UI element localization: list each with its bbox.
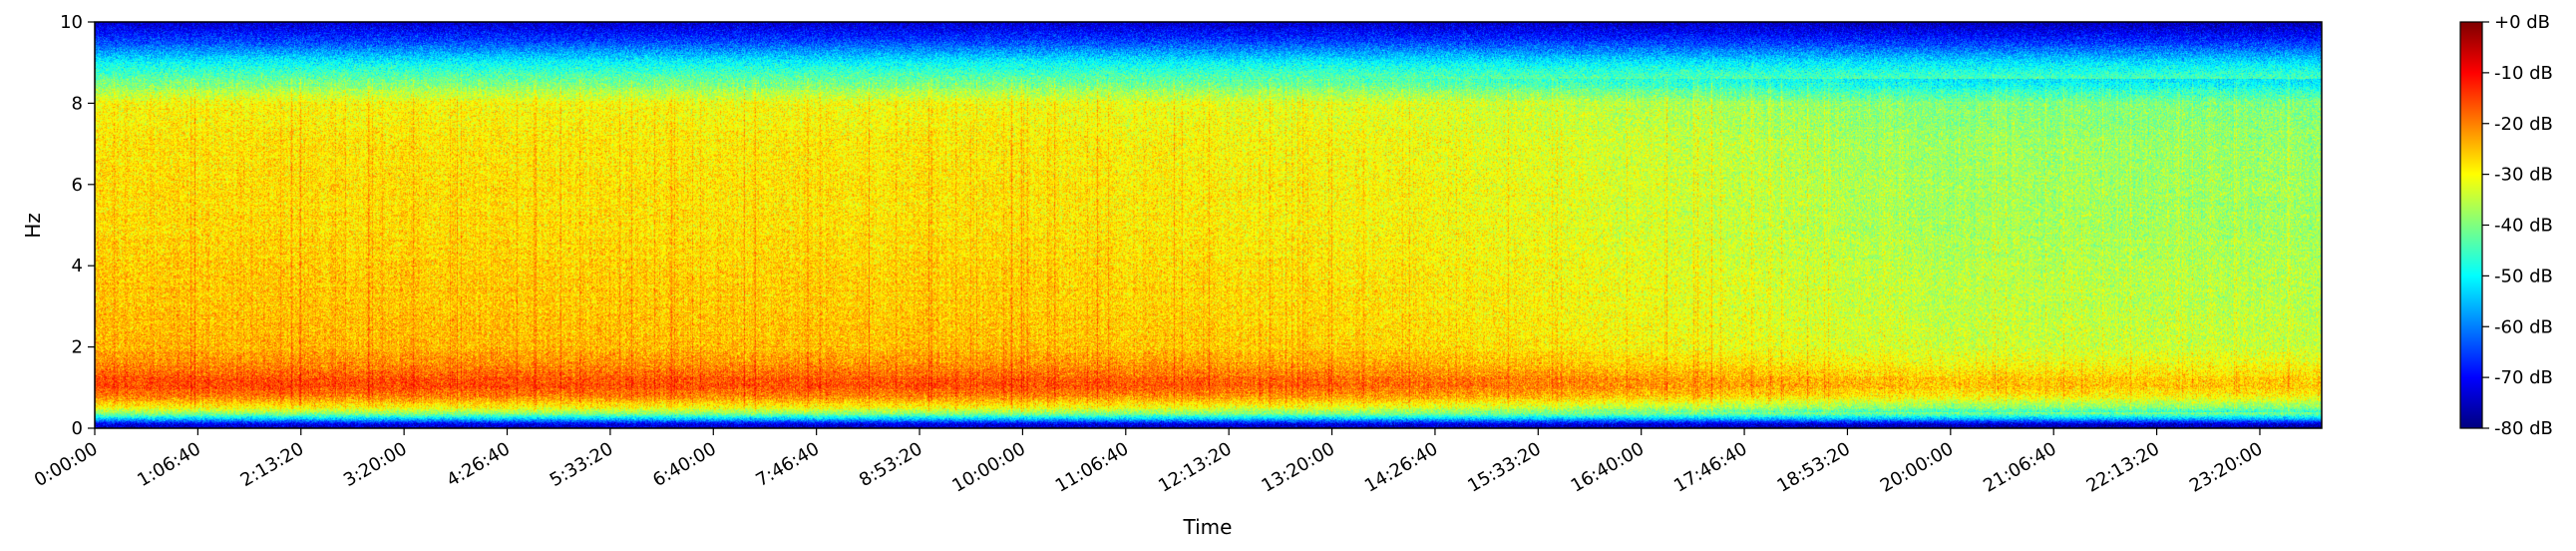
- y-tick-label: 0: [72, 418, 83, 439]
- x-axis-label: Time: [1183, 515, 1233, 539]
- plot-frame: [94, 21, 2323, 429]
- y-tick-label: 2: [72, 337, 83, 358]
- x-tick-label: 21:06:40: [1980, 438, 2060, 497]
- x-tick-label: 13:20:00: [1259, 438, 1339, 497]
- x-tick-label: 18:53:20: [1773, 438, 1854, 497]
- colorbar-tick-label: -60 dB: [2494, 316, 2553, 337]
- colorbar-tick-label: -20 dB: [2494, 114, 2553, 135]
- x-tick-label: 17:46:40: [1670, 438, 1751, 497]
- x-tick-label: 23:20:00: [2186, 438, 2267, 497]
- x-tick-label: 22:13:20: [2083, 438, 2164, 497]
- colorbar-tick-label: -50 dB: [2494, 266, 2553, 286]
- colorbar-tick-label: -40 dB: [2494, 216, 2553, 237]
- colorbar: +0 dB -10 dB -20 dB -30 dB -40 dB -50 dB -60 d…: [2459, 12, 2553, 439]
- x-tick-label: 4:26:40: [443, 438, 514, 491]
- colorbar-ticks: +0 dB -10 dB -20 dB -30 dB -40 dB -50 dB -60 d…: [2482, 12, 2553, 439]
- x-tick-label: 2:13:20: [237, 438, 308, 491]
- x-tick-label: 6:40:00: [649, 438, 720, 491]
- x-tick-label: 10:00:00: [948, 438, 1029, 497]
- x-tick-label: 0:00:00: [31, 438, 102, 491]
- spectrogram-heatmap: [95, 22, 2322, 428]
- x-tick-label: 20:00:00: [1877, 438, 1958, 497]
- x-tick-label: 12:13:20: [1155, 438, 1236, 497]
- x-tick-label: 7:46:40: [753, 438, 824, 491]
- colorbar-tick-label: -10 dB: [2494, 63, 2553, 84]
- x-tick-label: 1:06:40: [134, 438, 204, 491]
- y-tick-label: 10: [60, 12, 83, 33]
- y-axis-ticks: 0 2 4 6 8 10: [60, 12, 95, 439]
- x-tick-label: 15:33:20: [1464, 438, 1545, 497]
- colorbar-tick-label: -80 dB: [2494, 418, 2553, 439]
- colorbar-tick-label: +0 dB: [2494, 12, 2550, 33]
- x-tick-label: 11:06:40: [1052, 438, 1133, 497]
- y-axis-label: Hz: [21, 213, 45, 239]
- y-tick-label: 4: [72, 256, 83, 276]
- colorbar-tick-label: -30 dB: [2494, 165, 2553, 186]
- x-tick-label: 16:40:00: [1568, 438, 1649, 497]
- y-tick-label: 6: [72, 175, 83, 196]
- x-axis-ticks: 0:00:00 1:06:40 2:13:20 3:20:00 4:26:40 5:33:…: [31, 428, 2267, 497]
- y-tick-label: 8: [72, 93, 83, 114]
- x-tick-label: 3:20:00: [340, 438, 411, 491]
- plot-area: 0:00:00 1:06:40 2:13:20 3:20:00 4:26:40 5:33:…: [21, 12, 2323, 539]
- x-tick-label: 5:33:20: [547, 438, 617, 491]
- x-tick-label: 14:26:40: [1361, 438, 1442, 497]
- colorbar-tick-label: -70 dB: [2494, 367, 2553, 388]
- colorbar-gradient: [2460, 22, 2482, 428]
- x-tick-label: 8:53:20: [856, 438, 926, 491]
